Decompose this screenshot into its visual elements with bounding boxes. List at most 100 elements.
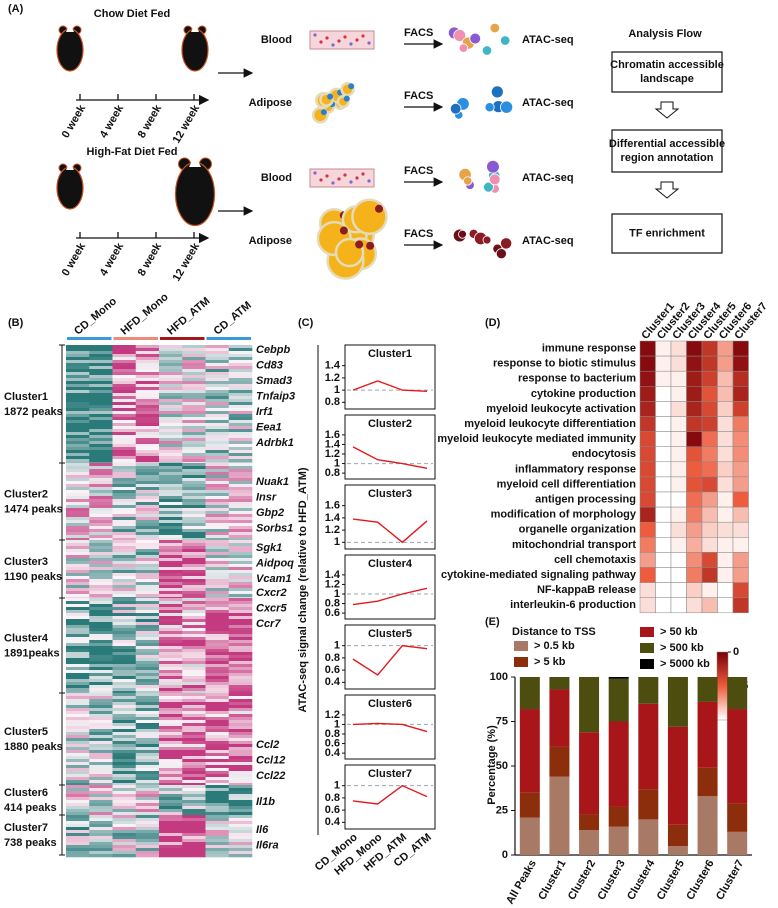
heatmap-cell (205, 664, 230, 668)
heatmap-cell (205, 839, 230, 843)
heatmap-cell (205, 420, 230, 424)
heatmap-cell (135, 493, 160, 497)
gene-label: Tnfaip3 (256, 390, 295, 402)
heatmap-cell (89, 520, 113, 524)
heatmap-cell (66, 405, 90, 409)
heatmap-cell (182, 664, 206, 668)
heatmap-cell (205, 496, 230, 500)
heatmap-cell (89, 750, 113, 754)
heatmap-cell (159, 711, 183, 715)
heatmap-cell (159, 631, 183, 635)
heatmap-cell (135, 469, 160, 473)
heatmap-cell (89, 411, 113, 415)
heatmap-cell (159, 616, 183, 620)
mouse-head (191, 24, 199, 32)
heatmap-cell (228, 555, 253, 559)
series-line (352, 518, 428, 544)
heatmap-cell (205, 759, 230, 763)
heatmap-cell (89, 381, 113, 385)
heatmap-cell (159, 836, 183, 840)
heatmap-cell (135, 387, 160, 391)
week-label: 8 week (136, 240, 165, 278)
heatmap-cell (112, 469, 137, 473)
heatmap-cell (112, 771, 137, 775)
bar-segment (549, 689, 570, 747)
heatmap-cell (182, 598, 206, 602)
column-label: HFD_ATM (165, 295, 212, 337)
heatmap-cell (655, 355, 672, 372)
heatmap-cell (89, 499, 113, 503)
heatmap-cell (66, 447, 90, 451)
heatmap-cell (686, 370, 703, 387)
heatmap-cell (182, 499, 206, 503)
cell-icon (453, 29, 467, 42)
heatmap-cell (182, 558, 206, 562)
heatmap-cell (228, 490, 253, 494)
heatmap-cell (89, 783, 113, 787)
heatmap-cell (66, 399, 90, 403)
heatmap-cell (112, 753, 137, 757)
heatmap-cell (89, 417, 113, 421)
heatmap-cell (228, 466, 253, 470)
heatmap-cell (66, 396, 90, 400)
gene-label: Ccl12 (256, 754, 285, 766)
heatmap-cell (182, 444, 206, 448)
heatmap-cell (686, 446, 703, 463)
heatmap-cell (66, 827, 90, 831)
heatmap-cell (112, 809, 137, 813)
heatmap-cell (182, 582, 206, 586)
heatmap-cell (228, 747, 253, 751)
heatmap-cell (135, 756, 160, 760)
heatmap-cell (182, 640, 206, 644)
tissue-label: Adipose (249, 235, 292, 247)
y-tick-label: 1.4 (325, 360, 341, 372)
heatmap-cell (66, 637, 90, 641)
heatmap-cell (66, 661, 90, 665)
heatmap-cell (66, 824, 90, 828)
bar-segment (519, 817, 540, 855)
heatmap-cell (159, 372, 183, 376)
heatmap-cell (228, 726, 253, 730)
heatmap-cell (686, 431, 703, 447)
heatmap-cell (66, 567, 90, 571)
heatmap-cell (228, 517, 253, 521)
heatmap-cell (135, 729, 160, 733)
heatmap-cell (159, 667, 183, 671)
heatmap-cell (89, 591, 113, 595)
legend-label: > 50 kb (660, 626, 698, 638)
heatmap-cell (89, 759, 113, 763)
heatmap-cell (159, 414, 183, 418)
heatmap-cell (135, 640, 160, 644)
heatmap-cell (112, 821, 137, 825)
heatmap-cell (228, 753, 253, 757)
heatmap-cell (135, 505, 160, 509)
heatmap-cell (89, 625, 113, 629)
heatmap-cell (112, 420, 137, 424)
heatmap-cell (228, 679, 253, 683)
heatmap-cell (112, 496, 137, 500)
heatmap-cell (205, 579, 230, 583)
heatmap-cell (135, 375, 160, 379)
heatmap-cell (135, 526, 160, 530)
y-tick-label: 0.6 (325, 664, 340, 676)
heatmap-cell (639, 476, 656, 493)
heatmap-cell (182, 420, 206, 424)
heatmap-cell (228, 821, 253, 825)
heatmap-cell (228, 738, 253, 742)
heatmap-cell (159, 543, 183, 547)
cell-icon (481, 45, 493, 56)
heatmap-cell (89, 800, 113, 804)
tissue-label: Blood (261, 172, 292, 184)
cell-icon (488, 173, 501, 186)
heatmap-cell (686, 340, 703, 357)
heatmap-cell (89, 637, 113, 641)
heatmap-cell (159, 688, 183, 692)
heatmap-cell (112, 824, 137, 828)
heatmap-cell (89, 720, 113, 724)
heatmap-cell (205, 475, 230, 479)
heatmap-cell (135, 744, 160, 748)
y-tick-label: 0.4 (325, 816, 341, 828)
heatmap-cell (205, 705, 230, 709)
mouse-head (66, 162, 74, 170)
chart-title: Cluster3 (368, 488, 412, 500)
